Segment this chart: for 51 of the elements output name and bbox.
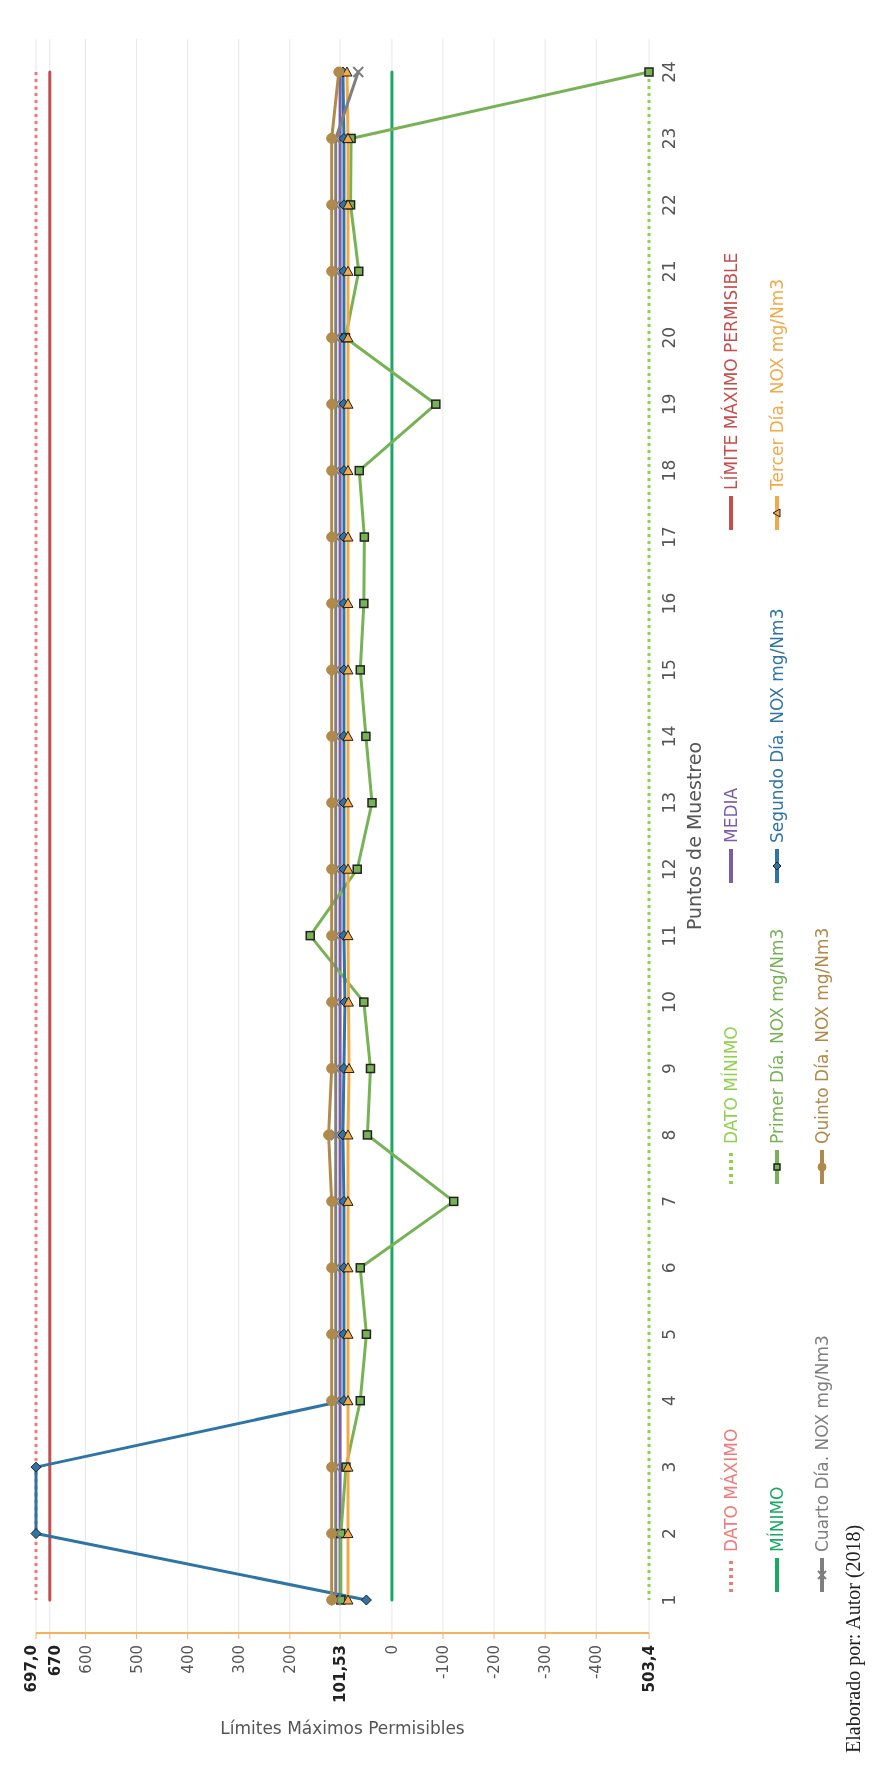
text: Tercer Día. NOX mg/Nm3 (767, 278, 787, 491)
x-tick-label: -100 (434, 1645, 452, 1680)
text: DATO MÍNIMO (720, 1026, 741, 1144)
text: Cuarto Día. NOX mg/Nm3 (812, 1335, 832, 1552)
x-tick-label: 200 (280, 1645, 299, 1674)
text: Segundo Día. NOX mg/Nm3 (767, 608, 787, 843)
x-tick-label: 0 (382, 1645, 401, 1655)
text: MEDIA (721, 787, 741, 843)
y-tick-label: 1 (659, 1594, 679, 1606)
text: Primer Día. NOX mg/Nm3 (767, 928, 787, 1144)
text: DATO MÁXIMO (720, 1428, 741, 1552)
text: LÍMITE MÁXIMO PERMISIBLE (720, 252, 741, 490)
y-tick-label: 21 (659, 260, 679, 283)
y-tick-label: 19 (659, 393, 679, 415)
y-tick-label: 18 (659, 459, 679, 482)
x-tick-label: 500 (127, 1645, 146, 1674)
y-tick-label: 11 (659, 924, 679, 947)
x-tick-label: 600 (76, 1645, 95, 1674)
y-tick-label: 24 (659, 61, 679, 83)
text: Elaborado por: Autor (2018) (842, 1524, 865, 1753)
y-tick-label: 9 (659, 1063, 679, 1074)
y-tick-label: 17 (659, 526, 679, 548)
y-tick-label: 2 (659, 1528, 679, 1539)
y-tick-label: 10 (659, 991, 679, 1013)
x-tick-label: -300 (536, 1645, 555, 1680)
x-tick-label: 400 (178, 1645, 197, 1674)
y-tick-label: 22 (659, 194, 679, 216)
y-tick-label: 14 (659, 725, 679, 748)
x-tick-label: -400 (587, 1645, 606, 1680)
x-tick-label: 300 (229, 1645, 248, 1674)
x-tick-label: -200 (485, 1645, 504, 1680)
text: Quinto Día. NOX mg/Nm3 (812, 927, 832, 1144)
y-tick-label: 3 (659, 1461, 679, 1473)
y-tick-label: 4 (659, 1395, 679, 1407)
x-tick-label: 503,4 (640, 1645, 658, 1693)
x-tick-label: 697,0 (21, 1645, 40, 1693)
y-tick-label: 7 (659, 1195, 679, 1207)
y-tick-label: 12 (659, 858, 679, 881)
y-tick-label: 23 (659, 127, 679, 150)
y-tick-label: 20 (659, 326, 679, 349)
y-tick-label: 13 (659, 791, 679, 814)
text: MÍNIMO (766, 1486, 787, 1552)
y-axis-title: Puntos de Muestreo (682, 741, 705, 931)
y-tick-label: 6 (659, 1262, 679, 1274)
y-tick-label: 5 (659, 1328, 679, 1340)
y-tick-label: 8 (659, 1129, 679, 1141)
y-tick-label: 15 (659, 659, 679, 681)
y-tick-label: 16 (659, 592, 679, 615)
x-tick-label: 101,53 (331, 1645, 350, 1703)
x-tick-label: 670 (45, 1645, 64, 1677)
x-axis-title: Límites Máximos Permisibles (220, 1718, 465, 1738)
